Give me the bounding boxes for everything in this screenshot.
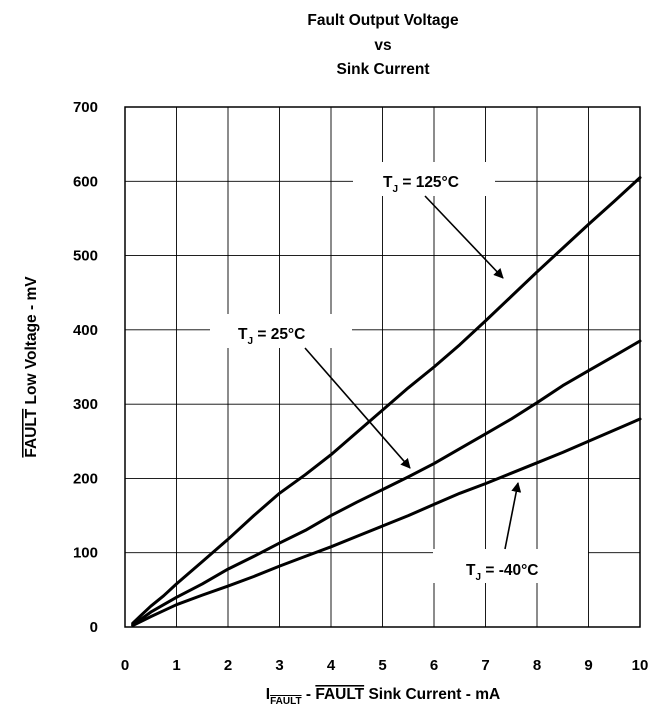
x-tick-label: 10	[632, 657, 649, 674]
annotation-125c-label: TJ = 125°C	[383, 174, 459, 195]
x-tick-label: 8	[533, 657, 541, 674]
y-tick-label: 300	[73, 396, 98, 413]
y-tick-label: 400	[73, 322, 98, 339]
x-axis-label-text: IFAULT - FAULT Sink Current - mA	[266, 686, 500, 707]
chart-title: Fault Output Voltage vs Sink Current	[307, 12, 459, 78]
y-tick-label: 0	[90, 619, 98, 636]
x-tick-labels: 0 1 2 3 4 5 6 7 8 9 10	[121, 657, 649, 674]
annotation-neg40c: TJ = -40°C	[433, 482, 588, 583]
series-line-1	[131, 339, 642, 627]
y-axis-label: FAULT Low Voltage - mV	[23, 276, 40, 458]
annotation-125c: TJ = 125°C	[353, 162, 504, 279]
y-axis-label-text: FAULT Low Voltage - mV	[23, 276, 40, 458]
series-line-0	[131, 176, 642, 625]
x-axis-label: IFAULT - FAULT Sink Current - mA	[266, 686, 500, 707]
y-tick-label: 200	[73, 470, 98, 487]
annotation-25c-label: TJ = 25°C	[238, 326, 305, 347]
annotation-25c-arrow	[304, 347, 411, 469]
series-lines	[131, 176, 642, 627]
y-tick-label: 100	[73, 545, 98, 562]
x-tick-label: 4	[327, 657, 336, 674]
x-tick-label: 0	[121, 657, 129, 674]
annotation-neg40c-label: TJ = -40°C	[466, 562, 539, 583]
x-tick-label: 7	[481, 657, 489, 674]
title-line-2: vs	[374, 37, 391, 54]
x-tick-label: 1	[172, 657, 180, 674]
x-tick-label: 9	[584, 657, 592, 674]
x-tick-label: 2	[224, 657, 232, 674]
x-tick-label: 6	[430, 657, 438, 674]
annotation-25c: TJ = 25°C	[210, 314, 411, 469]
y-tick-label: 700	[73, 99, 98, 116]
title-line-3: Sink Current	[336, 61, 429, 78]
series-line-2	[131, 417, 642, 627]
y-tick-label: 600	[73, 173, 98, 190]
annotation-25c-box	[210, 314, 352, 348]
title-line-1: Fault Output Voltage	[307, 12, 459, 29]
annotation-125c-box	[353, 162, 495, 196]
annotation-125c-arrow	[424, 195, 504, 279]
y-tick-labels: 0 100 200 300 400 500 600 700	[73, 99, 98, 636]
x-tick-label: 5	[378, 657, 386, 674]
plot-frame	[124, 106, 641, 628]
x-tick-label: 3	[275, 657, 283, 674]
annotation-neg40c-box	[433, 549, 588, 583]
annotation-neg40c-arrow	[504, 482, 522, 550]
y-tick-label: 500	[73, 248, 98, 265]
